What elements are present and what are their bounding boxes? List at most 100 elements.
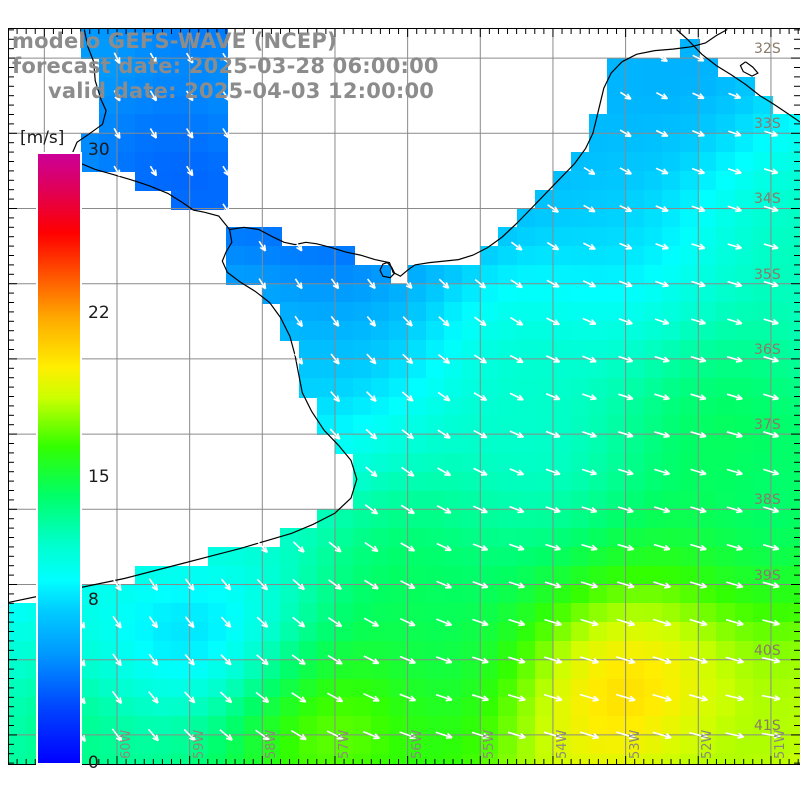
colorbar[interactable] [36,152,82,765]
wind-vector [583,204,596,213]
wind-vector [113,127,121,139]
wind-vector [618,318,633,325]
wind-vector [147,728,160,742]
wind-vector [186,165,194,177]
wind-vector [761,656,781,664]
wind-vector [725,618,744,627]
wind-vector [508,618,526,627]
wind-vector [763,168,779,175]
wind-vector [547,204,559,213]
wind-vector [472,543,489,551]
wind-vector [111,690,123,705]
wind-vector [763,243,779,250]
map-plot-area[interactable] [8,28,800,765]
wind-vector [113,165,121,177]
wind-vector [546,279,560,288]
wind-vector [219,691,233,704]
wind-vector [763,393,780,401]
wind-vector [222,165,230,177]
wind-vector [184,691,196,704]
wind-vector [507,694,526,702]
wind-vector [330,315,340,327]
wind-vector [688,731,708,740]
wind-vector [111,728,123,742]
coastline-segment-1 [229,28,728,277]
wind-vector [292,578,306,591]
wind-vector [653,506,671,514]
wind-vector [365,466,378,478]
wind-vector [689,581,708,589]
wind-vector [328,541,342,553]
wind-vector [402,316,413,327]
wind-vector [294,278,303,290]
wind-vector [728,130,742,137]
wind-vector [725,694,745,702]
coastline-segment-3 [379,262,396,279]
wind-vector [220,654,232,666]
wind-vector [400,580,416,589]
wind-vector [653,543,671,551]
wind-vector [654,468,671,476]
wind-vector [688,694,708,702]
wind-vector [763,468,780,476]
wind-vector [654,393,670,401]
wind-vector [401,466,415,477]
wind-vector [619,129,632,138]
wind-vector [543,693,563,702]
wind-vector [725,732,745,739]
wind-vector [617,506,634,514]
colorbar-unit-label: [m/s] [20,128,65,148]
wind-vector [402,278,413,290]
wind-vector [582,393,597,401]
wind-vector [255,729,270,741]
wind-vector [655,280,670,288]
wind-vector [258,240,267,252]
wind-vector [473,392,488,401]
wind-vector [654,318,670,325]
wind-vector [435,731,453,739]
wind-vector [580,618,599,627]
wind-vector [616,618,636,627]
wind-vector [436,542,452,552]
wind-vector [401,391,414,402]
wind-vector [149,90,158,102]
wind-vector [545,468,561,476]
wind-vector [330,390,341,403]
wind-vector [366,353,377,365]
wind-vector [290,729,307,741]
wind-vector [438,353,451,364]
wind-vector [762,619,780,627]
wind-vector [581,430,597,438]
wind-vector [615,693,636,702]
wind-vector [366,278,376,290]
wind-vector [148,616,159,629]
wind-vector [185,128,194,139]
wind-vector [327,692,344,703]
wind-vector [222,203,230,214]
wind-vector [222,52,230,64]
wind-vector [763,431,780,438]
wind-vector [726,468,743,476]
wind-vector [727,205,742,213]
wind-vector [656,54,668,63]
wind-vector [184,578,195,591]
wind-vector [691,205,706,213]
wind-vector [763,280,779,288]
wind-vector [618,393,634,401]
wind-vector [294,240,303,252]
wind-vector [579,731,600,740]
wind-vector [761,694,781,702]
wind-vector [690,506,707,514]
wind-vector [294,353,304,365]
wind-vector [652,693,672,702]
wind-vector [471,694,489,702]
frame-left [8,28,9,765]
wind-vector [508,581,525,589]
wind-vector [690,468,707,476]
wind-vector [691,167,706,175]
wind-vector [689,656,708,664]
wind-vector [399,655,416,664]
wind-vector [113,90,121,102]
wind-vector [400,542,416,552]
wind-vector [545,506,561,514]
